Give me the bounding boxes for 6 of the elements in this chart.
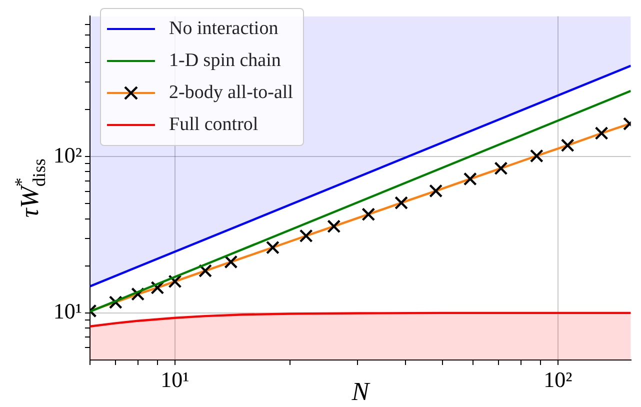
y-axis-title: τW*diss <box>11 158 49 218</box>
legend-label: Full control <box>169 114 258 136</box>
legend-label: 1-D spin chain <box>169 50 281 72</box>
x-axis-title: N <box>350 377 371 406</box>
legend-label: 2-body all-to-all <box>169 82 293 104</box>
legend-label: No interaction <box>169 18 278 40</box>
